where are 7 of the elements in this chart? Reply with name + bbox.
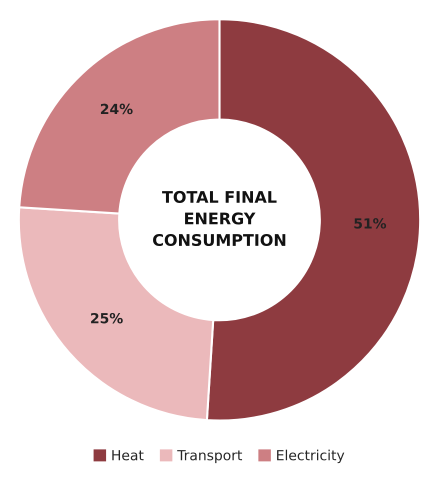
data-label: 24% — [100, 104, 133, 114]
data-label: 25% — [91, 312, 123, 324]
legend-label: Transport — [177, 450, 242, 464]
data-label: 51% — [354, 218, 386, 229]
legend-label: Heat — [112, 450, 144, 460]
legend-label: Electricity — [277, 450, 344, 464]
text: TOTAL FINAL ENERGY CONSUMPTION — [153, 190, 286, 246]
